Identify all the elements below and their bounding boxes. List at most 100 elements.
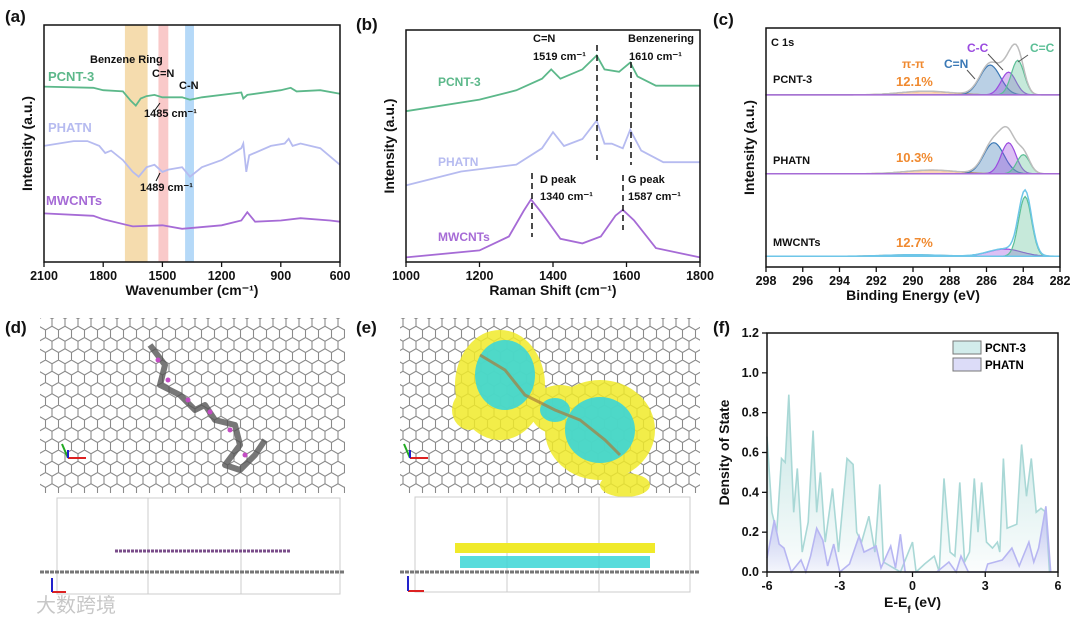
x-tick-label: 1400 (539, 269, 567, 283)
series-label-pcnt3: PCNT-3 (48, 69, 94, 84)
raman-label-benzene-pos: 1610 cm⁻¹ (629, 51, 682, 63)
panel-label-a: (a) (5, 7, 26, 26)
x-tick-label: 296 (792, 274, 813, 288)
charge-depletion (475, 340, 635, 463)
panel-a-ftir: 2100 1800 1500 1200 900 600 Wavenumber (cm⁻¹) I… (19, 24, 351, 298)
axis-triad-icon-e (403, 443, 428, 459)
plot-frame (43, 24, 341, 263)
y-tick-label: 0.8 (742, 406, 759, 420)
y-tick-label: 1.0 (742, 366, 759, 380)
y-axis-title: Intensity (a.u.) (381, 99, 397, 194)
legend-swatch-pcnt3 (952, 340, 982, 355)
panel-label-f: (f) (713, 318, 730, 337)
xps-label-cc: C-C (967, 41, 989, 55)
side-axis-triad-icon (51, 578, 66, 593)
x-tick-label: 292 (866, 274, 887, 288)
y-tick-label: 0.2 (742, 525, 759, 539)
series-line-mwcnts (405, 197, 701, 259)
side-axis-triad-icon-e (407, 576, 424, 592)
y-tick-label: 1.2 (742, 326, 759, 340)
x-tick-label: 282 (1050, 274, 1071, 288)
x-tick-label: 286 (976, 274, 997, 288)
x-tick-label: 290 (903, 274, 924, 288)
panel-b-raman: 1000 1200 1400 1600 1800 Raman Shift (cm⁻¹) In… (381, 29, 714, 298)
x-tick-label: 600 (330, 269, 351, 283)
raman-series-label-mwcnts: MWCNTs (438, 230, 490, 244)
axis-triad-icon (61, 443, 86, 459)
raman-label-d-pos: 1340 cm⁻¹ (540, 191, 593, 203)
molecule-e (479, 353, 622, 457)
series-line-pcnt-3 (43, 85, 341, 107)
series-label-phatn: PHATN (48, 120, 92, 135)
dos-fill-phatn (767, 506, 1051, 572)
x-tick-label: 6 (1055, 579, 1062, 593)
x-tick-label: 1500 (148, 269, 176, 283)
panel-label-e: (e) (356, 318, 377, 337)
xps-sample-mwcnts: MWCNTs (773, 237, 820, 249)
xps-pipi-mwcnts: 12.7% (896, 235, 933, 250)
band-label-c-n: C-N (179, 80, 199, 92)
xps-sample-phatn: PHATN (773, 155, 810, 167)
band-highlight (124, 25, 148, 262)
raman-series-label-phatn: PHATN (438, 155, 478, 169)
raman-label-g: G peak (628, 174, 666, 186)
xps-label-c-eq-c: C=C (1030, 41, 1055, 55)
y-tick-label: 0.0 (742, 565, 759, 579)
annotation-1485: 1485 cm⁻¹ (144, 108, 197, 120)
band-highlight (185, 25, 194, 262)
band-label-cn: C=N (152, 68, 174, 80)
x-tick-label: 0 (909, 579, 916, 593)
x-tick-label: 294 (829, 274, 850, 288)
y-tick-label: 0.4 (742, 485, 759, 499)
side-charge-cyan (460, 556, 650, 568)
legend-swatch-phatn (952, 357, 982, 372)
y-axis-title: Intensity (a.u.) (741, 100, 757, 195)
series-line-mwcnts (43, 210, 341, 230)
x-axis-title: Wavenumber (cm⁻¹) (126, 282, 259, 298)
x-axis-title: E-Ef (eV) (884, 594, 941, 616)
series-line-phatn (43, 137, 341, 178)
xps-label-cn: C=N (944, 57, 968, 71)
raman-label-d: D peak (540, 174, 577, 186)
dos-line-phatn (766, 506, 1052, 575)
legend-label-phatn: PHATN (985, 360, 1024, 372)
phatn-molecule (147, 343, 268, 473)
panel-label-b: (b) (356, 15, 378, 34)
x-tick-label: 1200 (208, 269, 236, 283)
xps-label-pipi: π-π (902, 57, 924, 71)
x-axis-title: Binding Energy (eV) (846, 287, 980, 303)
raman-series-label-pcnt3: PCNT-3 (438, 75, 481, 89)
x-tick-label: -3 (834, 579, 845, 593)
xps-label-arrows (966, 53, 1029, 80)
y-axis-title: Density of State (716, 399, 732, 505)
annotation-arrows (154, 102, 161, 182)
x-tick-label: 288 (939, 274, 960, 288)
raman-label-cn: C=N (533, 33, 555, 45)
annotation-1489: 1489 cm⁻¹ (140, 182, 193, 194)
panel-d-structure (40, 318, 345, 595)
panel-label-c: (c) (713, 10, 734, 29)
xps-pipi-pcnt3: 12.1% (896, 74, 933, 89)
band-highlight (158, 25, 169, 262)
series-label-mwcnts: MWCNTs (46, 193, 102, 208)
x-axis-title: Raman Shift (cm⁻¹) (489, 282, 616, 298)
x-tick-label: 900 (270, 269, 291, 283)
raman-label-g-pos: 1587 cm⁻¹ (628, 191, 681, 203)
x-tick-label: 1000 (392, 269, 420, 283)
side-charge-yellow (455, 543, 655, 553)
raman-label-cn-pos: 1519 cm⁻¹ (533, 51, 586, 63)
peak-marker-lines (531, 45, 632, 237)
xps-sample-pcnt3: PCNT-3 (773, 74, 812, 86)
band-label-benzene: Benzene Ring (90, 54, 163, 66)
nitrogen-atoms (155, 357, 248, 458)
series-line-pcnt-3 (405, 54, 700, 113)
panel-e-charge-density (400, 318, 700, 593)
legend-label-pcnt3: PCNT-3 (985, 343, 1026, 355)
x-tick-label: 298 (756, 274, 777, 288)
panel-f-dos: -6 -3 0 3 6 0.0 0.2 0.4 0.6 0.8 1.0 1.2 E-Ef (eV) Den… (716, 326, 1062, 616)
watermark: 大数跨境 (36, 594, 116, 617)
x-tick-label: 284 (1013, 274, 1034, 288)
panel-c-xps: 298 296 294 292 290 288 286 284 282 Binding Energ… (741, 27, 1071, 303)
